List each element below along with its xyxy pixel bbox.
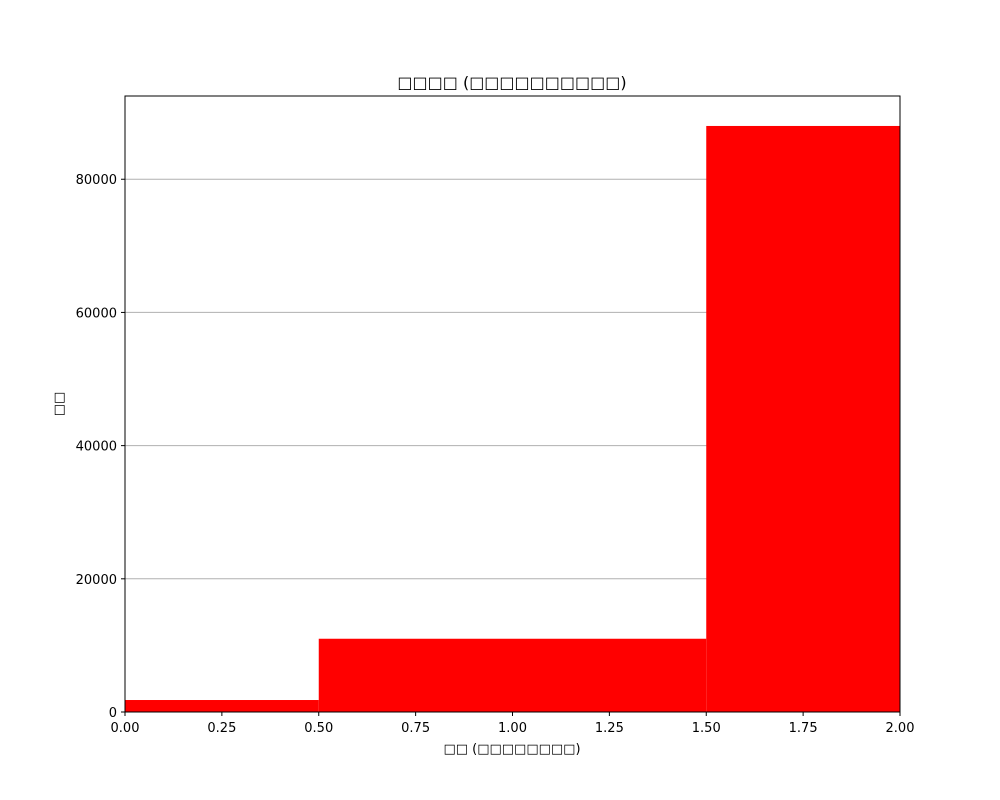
y-tick-label: 20000	[76, 573, 117, 588]
y-axis-ticks: 0 20000 40000 60000 80000	[76, 173, 125, 721]
x-tick-label: 1.75	[789, 721, 818, 736]
x-axis-ticks: 0.00 0.25 0.50 0.75 1.00 1.25 1.50 1.75 2.00	[111, 712, 915, 736]
x-tick-label: 1.50	[692, 721, 721, 736]
x-tick-label: 0.00	[111, 721, 140, 736]
y-tick-label: 80000	[76, 173, 117, 188]
x-tick-label: 0.50	[304, 721, 333, 736]
x-tick-label: 0.75	[401, 721, 430, 736]
histogram-bar-1	[125, 700, 319, 712]
chart-title: □□□□ (□□□□□□□□□□)	[397, 73, 626, 92]
y-tick-label: 0	[109, 706, 117, 721]
x-tick-label: 1.00	[498, 721, 527, 736]
y-tick-label: 40000	[76, 440, 117, 455]
x-tick-label: 0.25	[207, 721, 236, 736]
x-tick-label: 1.25	[595, 721, 624, 736]
x-tick-label: 2.00	[886, 721, 915, 736]
histogram-bars	[125, 125, 900, 712]
y-tick-label: 60000	[76, 306, 117, 321]
histogram-bar-2	[318, 638, 707, 712]
x-axis-title: □□ (□□□□□□□□)	[443, 742, 580, 757]
y-axis-title: □□	[52, 392, 67, 417]
histogram-bar-3	[706, 125, 900, 712]
